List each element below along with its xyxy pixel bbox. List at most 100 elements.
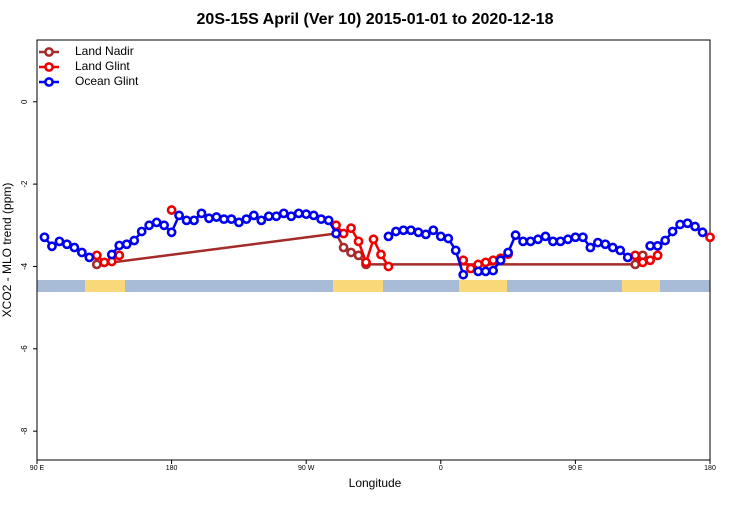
x-axis-label: Longitude	[349, 476, 402, 490]
y-axis-label: XCO2 - MLO trend (ppm)	[0, 183, 14, 318]
data-point	[301, 209, 312, 220]
y-tick-label: -2	[20, 180, 29, 188]
data-point	[480, 266, 491, 277]
data-point	[667, 226, 678, 237]
data-point	[398, 225, 409, 236]
land-band	[333, 280, 383, 292]
x-tick-label: 0	[439, 465, 443, 472]
land-band	[459, 280, 507, 292]
data-point	[286, 211, 297, 222]
data-point	[637, 257, 648, 268]
data-point	[405, 225, 416, 236]
data-point	[540, 231, 551, 242]
data-point	[510, 230, 521, 241]
data-point	[323, 215, 334, 226]
data-point	[99, 257, 110, 268]
data-point	[84, 252, 95, 263]
data-point	[652, 240, 663, 251]
data-point	[600, 239, 611, 250]
data-point	[159, 220, 170, 231]
data-point	[675, 219, 685, 230]
data-point	[495, 255, 506, 266]
data-point	[226, 214, 237, 225]
data-point	[525, 236, 536, 247]
x-tick-label: 90 E	[30, 465, 45, 472]
data-point	[144, 220, 155, 231]
data-point	[353, 250, 364, 261]
data-point	[630, 250, 641, 261]
land-band	[622, 280, 660, 292]
data-point	[622, 252, 633, 263]
data-point	[346, 223, 356, 234]
data-point	[518, 236, 528, 247]
data-point	[91, 250, 102, 261]
data-point	[413, 227, 424, 238]
data-point	[174, 210, 184, 221]
data-point	[630, 259, 641, 270]
x-tick-label: 90 E	[568, 465, 583, 472]
x-tick-label: 180	[704, 465, 716, 472]
data-point	[690, 221, 700, 232]
data-point	[316, 214, 327, 225]
data-point	[383, 231, 394, 242]
data-point	[166, 205, 177, 215]
data-point	[577, 232, 588, 243]
x-tick-label: 180	[166, 465, 178, 472]
legend-marker	[44, 77, 54, 87]
data-point	[181, 215, 192, 226]
data-point	[563, 234, 573, 245]
data-point	[682, 218, 693, 229]
data-point	[114, 250, 125, 261]
data-point	[428, 225, 439, 236]
data-point	[503, 247, 513, 258]
data-point	[331, 228, 342, 239]
data-point	[488, 265, 499, 276]
data-point	[189, 215, 199, 226]
data-point	[450, 245, 461, 256]
data-point	[271, 211, 282, 222]
data-point	[592, 237, 603, 248]
data-point	[121, 239, 132, 250]
data-point	[383, 261, 394, 272]
data-point	[91, 259, 102, 270]
data-point	[241, 214, 252, 225]
data-point	[548, 236, 558, 247]
land-band	[85, 280, 125, 292]
legend-label: Land Glint	[75, 59, 130, 73]
data-point	[47, 241, 57, 252]
data-point	[338, 242, 349, 253]
series	[39, 208, 708, 280]
data-point	[278, 208, 289, 219]
data-point	[435, 231, 446, 242]
legend-marker	[44, 47, 54, 57]
legend-label: Ocean Glint	[75, 74, 139, 88]
plot-frame	[36, 39, 711, 461]
data-point	[443, 233, 454, 244]
data-point	[376, 249, 386, 260]
data-point	[211, 212, 222, 222]
data-point	[136, 226, 147, 237]
data-point	[233, 217, 244, 228]
data-point	[555, 236, 566, 247]
data-point	[219, 214, 229, 225]
data-point	[166, 227, 177, 238]
chart-title: 20S-15S April (Ver 10) 2015-01-01 to 202…	[197, 11, 554, 28]
data-point	[62, 239, 72, 250]
data-point	[607, 242, 618, 253]
data-point	[645, 240, 656, 251]
data-point	[585, 242, 596, 253]
legend-label: Land Nadir	[75, 44, 134, 58]
data-point	[76, 247, 87, 258]
data-point	[652, 250, 663, 261]
data-point	[465, 263, 476, 274]
legend-marker	[44, 62, 54, 72]
data-point	[473, 266, 484, 277]
data-point	[570, 232, 581, 243]
data-point	[106, 249, 117, 260]
data-point	[129, 235, 140, 246]
data-point	[368, 234, 379, 245]
data-point	[338, 228, 349, 239]
data-point	[660, 235, 671, 246]
data-point	[458, 269, 469, 280]
